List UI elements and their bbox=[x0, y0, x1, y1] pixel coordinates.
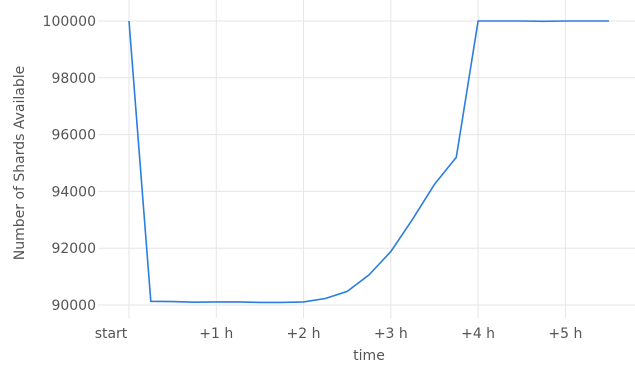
x-tick-label: +5 h bbox=[548, 326, 582, 342]
y-axis-tick-labels: 90000 92000 94000 96000 98000 100000 bbox=[43, 14, 96, 314]
x-tick-label: +1 h bbox=[199, 326, 233, 342]
y-tick-label: 98000 bbox=[51, 71, 96, 87]
series-line bbox=[128, 20, 609, 304]
y-tick-label: 96000 bbox=[51, 128, 96, 144]
gridlines bbox=[98, 0, 635, 318]
x-axis-tick-labels: start +1 h +2 h +3 h +4 h +5 h bbox=[95, 326, 583, 342]
y-tick-label: 94000 bbox=[51, 184, 96, 200]
x-axis-title: time bbox=[353, 348, 385, 364]
x-tick-label: +4 h bbox=[461, 326, 495, 342]
x-tick-label: start bbox=[95, 326, 128, 342]
series-layer bbox=[128, 20, 609, 304]
y-tick-label: 100000 bbox=[43, 14, 96, 30]
y-tick-label: 92000 bbox=[51, 241, 96, 257]
y-tick-label: 90000 bbox=[51, 298, 96, 314]
x-tick-label: +3 h bbox=[374, 326, 408, 342]
y-axis-title: Number of Shards Available bbox=[12, 66, 28, 260]
x-tick-label: +2 h bbox=[287, 326, 321, 342]
